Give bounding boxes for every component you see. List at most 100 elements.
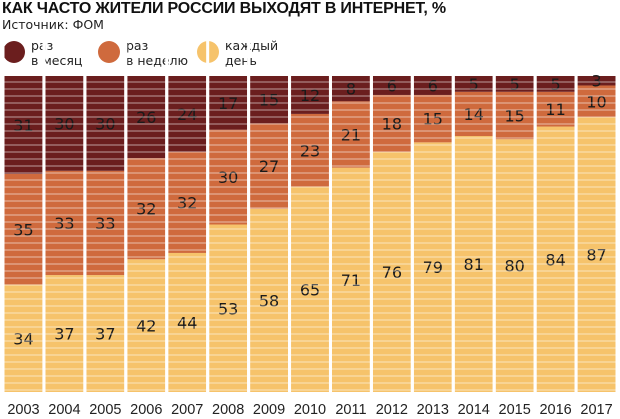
x-tick-label-2003: 2003 (7, 402, 39, 418)
data-label-2010-0: 65 (300, 280, 320, 299)
bar-segment-2010-2 (291, 76, 329, 114)
data-label-2003-1: 35 (13, 220, 33, 239)
bar-segment-2016-1 (536, 91, 575, 127)
data-label-2009-0: 58 (259, 291, 279, 310)
bar-segment-2012-2 (372, 76, 411, 95)
bar-segment-2017-1 (577, 85, 616, 118)
data-label-2014-0: 81 (464, 255, 484, 274)
data-label-2010-1: 23 (300, 141, 320, 160)
bar-segment-2011-0 (331, 167, 370, 392)
x-tick-label-2010: 2010 (294, 402, 326, 418)
legend-label-weekly: раз в неделю (126, 38, 189, 68)
data-label-2005-2: 30 (95, 114, 115, 133)
bar-segment-2010-1 (291, 113, 329, 187)
bar-segment-2006-2 (127, 76, 166, 159)
data-label-2010-2: 12 (300, 86, 320, 105)
bar-segment-2010-0 (291, 186, 329, 392)
data-label-2009-1: 27 (259, 157, 279, 176)
data-label-2004-0: 37 (54, 325, 74, 344)
data-label-2012-2: 6 (387, 76, 397, 95)
x-tick-label-2015: 2015 (499, 402, 531, 418)
data-label-2013-2: 6 (428, 76, 438, 95)
bar-segment-2004-0 (45, 275, 84, 392)
bar-segment-2008-0 (209, 224, 248, 392)
data-label-2017-2: 3 (591, 72, 601, 91)
legend-swatch-monthly (3, 41, 25, 63)
data-label-2006-1: 32 (136, 200, 156, 219)
x-tick-label-2008: 2008 (212, 402, 244, 418)
bar-segment-2009-1 (250, 123, 289, 209)
bar-segment-2013-1 (413, 94, 452, 143)
x-tick-label-2017: 2017 (580, 402, 612, 418)
bar-segment-2008-1 (209, 129, 248, 225)
bar-segment-2007-2 (168, 76, 207, 152)
x-tick-label-2004: 2004 (48, 402, 80, 418)
data-label-2005-0: 37 (95, 325, 115, 344)
data-label-2008-2: 17 (218, 94, 238, 113)
x-tick-label-2011: 2011 (335, 402, 366, 418)
bar-segment-2014-1 (454, 91, 493, 137)
data-label-2003-0: 34 (13, 329, 33, 348)
bar-segment-2006-1 (127, 158, 166, 260)
bar-segment-2011-1 (331, 101, 370, 168)
bar-segment-2005-2 (86, 76, 125, 171)
bar-segment-2015-2 (495, 76, 534, 92)
data-label-2006-0: 42 (136, 317, 156, 336)
x-tick-label-2016: 2016 (539, 402, 571, 418)
bar-segment-2011-2 (331, 76, 370, 102)
data-label-2011-0: 71 (341, 271, 361, 290)
bar-segment-2009-0 (250, 208, 289, 392)
data-label-2012-0: 76 (382, 263, 402, 282)
bar-segment-2003-1 (4, 173, 43, 285)
bar-segment-2016-0 (536, 126, 575, 392)
bar-segment-2007-0 (168, 252, 207, 392)
bar-segment-2009-2 (250, 76, 289, 124)
bar-segment-2012-0 (372, 151, 411, 392)
data-label-2005-1: 33 (95, 214, 115, 233)
bar-segment-2003-0 (4, 284, 43, 392)
legend-label-monthly: раз в месяц (31, 38, 83, 68)
x-tick-label-2005: 2005 (89, 402, 121, 418)
data-label-2004-2: 30 (54, 114, 74, 133)
bar-segment-2005-1 (86, 170, 125, 276)
data-label-2013-0: 79 (423, 258, 443, 277)
data-label-2007-1: 32 (177, 193, 197, 212)
data-label-2012-1: 18 (382, 114, 402, 133)
bar-segment-2007-1 (168, 151, 207, 253)
chart-title: КАК ЧАСТО ЖИТЕЛИ РОССИИ ВЫХОДЯТ В ИНТЕРН… (2, 0, 446, 17)
data-label-2016-1: 11 (545, 100, 565, 119)
bar-segment-2015-0 (495, 139, 534, 392)
x-tick-label-2006: 2006 (130, 402, 162, 418)
x-tick-label-2013: 2013 (417, 402, 449, 418)
bar-segment-2013-2 (413, 76, 452, 95)
data-label-2017-1: 10 (586, 92, 606, 111)
data-label-2007-2: 24 (177, 105, 197, 124)
bar-segment-2017-2 (577, 76, 616, 86)
bar-segment-2008-2 (209, 76, 248, 130)
data-label-2011-1: 21 (341, 125, 361, 144)
data-label-2015-0: 80 (504, 257, 524, 276)
data-label-2016-2: 5 (551, 75, 561, 94)
bar-segment-2014-2 (454, 76, 493, 92)
x-tick-label-2009: 2009 (253, 402, 285, 418)
data-label-2014-2: 5 (469, 75, 479, 94)
data-label-2003-2: 31 (13, 116, 33, 135)
data-label-2009-2: 15 (259, 91, 279, 110)
x-tick-label-2012: 2012 (376, 402, 408, 418)
x-tick-label-2014: 2014 (458, 402, 490, 418)
data-label-2006-2: 26 (136, 108, 156, 127)
x-tick-label-2007: 2007 (171, 402, 203, 418)
chart-source: Источник: ФОМ (2, 17, 104, 32)
bar-segment-2004-2 (45, 76, 84, 171)
data-label-2015-1: 15 (504, 107, 524, 126)
data-label-2015-2: 5 (510, 75, 520, 94)
data-label-2017-0: 87 (586, 246, 606, 265)
data-label-2014-1: 14 (464, 105, 484, 124)
bar-segment-2012-1 (372, 94, 411, 152)
data-label-2007-0: 44 (177, 313, 197, 332)
bar-segment-2005-0 (86, 275, 125, 392)
bar-segment-2014-0 (454, 136, 493, 392)
data-label-2016-0: 84 (545, 250, 565, 269)
bar-segment-2013-0 (413, 142, 452, 392)
